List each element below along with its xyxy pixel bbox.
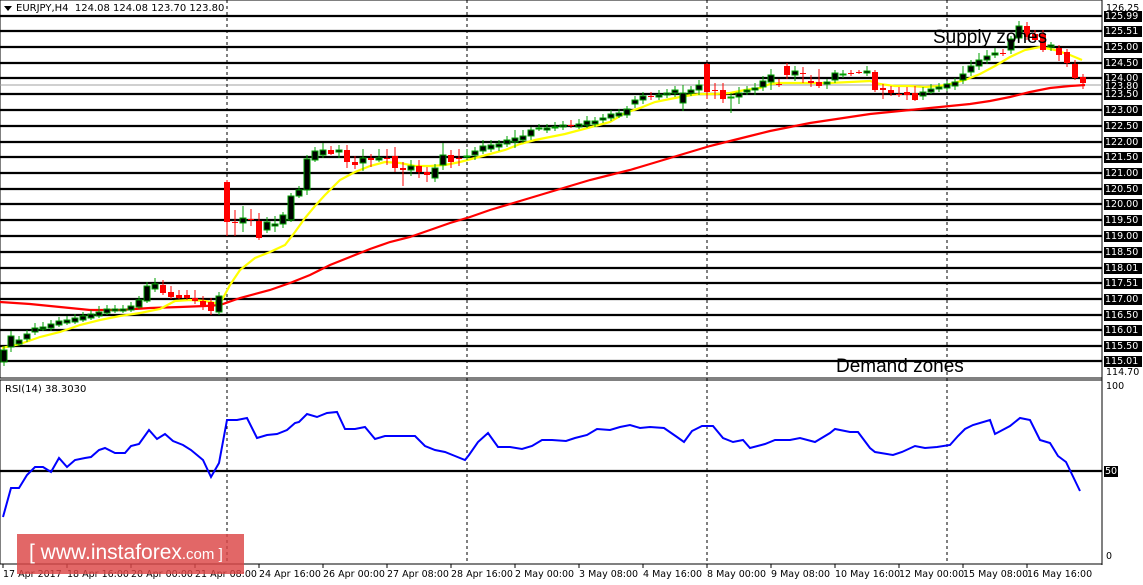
price-tag: 121.50	[1104, 152, 1142, 163]
price-tag: 120.00	[1104, 199, 1142, 210]
rsi-line	[2, 410, 1081, 518]
dropdown-triangle-icon[interactable]	[4, 5, 12, 11]
price-tag: 115.01	[1104, 356, 1142, 367]
price-tag: 120.50	[1104, 184, 1142, 195]
price-tag: 115.50	[1104, 341, 1142, 352]
time-label: 4 May 16:00	[643, 569, 703, 580]
price-tag: 117.51	[1104, 278, 1142, 289]
price-tag: 118.50	[1104, 247, 1142, 258]
time-label: 28 Apr 16:00	[451, 569, 513, 580]
time-label: 10 May 16:00	[835, 569, 901, 580]
time-label: 3 May 08:00	[579, 569, 639, 580]
price-tag: 125.00	[1104, 42, 1142, 53]
price-tag: 119.00	[1104, 231, 1142, 242]
price-tag: 116.01	[1104, 325, 1142, 336]
price-label-top: 126.25	[1106, 3, 1140, 14]
demand-zones-label: Demand zones	[836, 356, 964, 377]
price-tag: 123.00	[1104, 105, 1142, 116]
candlesticks	[0, 21, 1086, 366]
time-label: 27 Apr 08:00	[387, 569, 449, 580]
price-tag: 124.00	[1104, 73, 1142, 84]
price-tag: 121.00	[1104, 168, 1142, 179]
supply-zones-label: Supply zones	[933, 27, 1048, 48]
time-label: 15 May 08:00	[963, 569, 1029, 580]
price-tag: 117.00	[1104, 294, 1142, 305]
time-label: 2 May 00:00	[515, 569, 575, 580]
price-tag: 123.50	[1104, 89, 1142, 100]
price-tag: 122.50	[1104, 121, 1142, 132]
price-tag: 116.50	[1104, 310, 1142, 321]
time-label: 8 May 00:00	[707, 569, 767, 580]
price-tag: 125.51	[1104, 26, 1142, 37]
rsi-axis-50: 50	[1104, 466, 1118, 477]
time-label: 26 Apr 00:00	[323, 569, 385, 580]
horizontal-levels	[0, 14, 1102, 363]
instaforex-watermark: [ www.instaforex.com ]	[17, 534, 244, 574]
price-tag: 119.50	[1104, 215, 1142, 226]
time-label: 16 May 16:00	[1027, 569, 1093, 580]
time-label: 18 Apr 16:00	[67, 569, 129, 580]
current-price-tag: 123.80	[1104, 81, 1142, 92]
time-label: 24 Apr 16:00	[259, 569, 321, 580]
ohlc-values: 124.08 124.08 123.70 123.80	[74, 3, 225, 14]
chart-title-bar[interactable]: EURJPY,H4 124.08 124.08 123.70 123.80	[4, 3, 224, 14]
price-tag: 125.99	[1104, 11, 1142, 22]
time-label: 12 May 00:00	[899, 569, 965, 580]
rsi-axis-100: 100	[1106, 381, 1125, 392]
watermark-suffix: .com ]	[181, 546, 223, 563]
time-label: 20 Apr 00:00	[131, 569, 193, 580]
slow-ma-line	[0, 83, 1086, 312]
rsi-axis-0: 0	[1106, 551, 1113, 562]
symbol-label: EURJPY,H4	[16, 3, 69, 14]
watermark-text: [ www.instaforex	[29, 541, 182, 564]
time-label: 17 Apr 2017	[3, 569, 62, 580]
price-label-bottom: 114.70	[1106, 367, 1140, 378]
time-label: 9 May 08:00	[771, 569, 831, 580]
price-tag: 122.00	[1104, 137, 1142, 148]
price-tag: 118.01	[1104, 263, 1142, 274]
rsi-indicator-label: RSI(14) 38.3030	[5, 384, 87, 395]
price-tag: 124.50	[1104, 58, 1142, 69]
time-label: 21 Apr 08:00	[195, 569, 257, 580]
